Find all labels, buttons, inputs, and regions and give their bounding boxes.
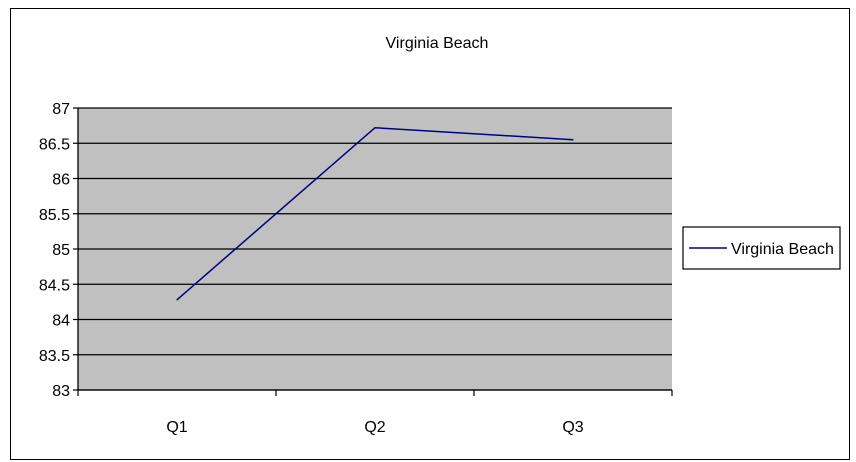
axes	[73, 107, 673, 396]
y-tick-label-3: 84.5	[39, 277, 70, 294]
y-tick-label-6: 86	[52, 172, 70, 189]
y-tick-label-4: 85	[52, 242, 70, 259]
y-tick-labels: 83 83.5 84 84.5 85 85.5 86 86.5 87	[39, 101, 70, 400]
legend: Virginia Beach	[682, 226, 841, 270]
series-lines	[176, 126, 574, 301]
x-tick-label-q1: Q1	[166, 419, 187, 436]
y-tick-label-0: 83	[52, 383, 70, 400]
chart-title: Virginia Beach	[386, 35, 489, 52]
gridlines	[78, 107, 672, 391]
x-tick-label-q2: Q2	[364, 419, 385, 436]
y-tick-label-1: 83.5	[39, 348, 70, 365]
x-tick-label-q3: Q3	[562, 419, 583, 436]
legend-label-virginia-beach: Virginia Beach	[731, 241, 834, 258]
y-tick-label-5: 85.5	[39, 207, 70, 224]
x-tick-labels: Q1 Q2 Q3	[166, 419, 583, 436]
series-0-point-2	[572, 139, 574, 141]
y-tick-label-2: 84	[52, 313, 70, 330]
series-0-point-0	[176, 299, 178, 301]
y-tick-label-8: 87	[52, 101, 70, 118]
y-tick-label-7: 86.5	[39, 136, 70, 153]
series-0-point-1	[374, 127, 376, 129]
